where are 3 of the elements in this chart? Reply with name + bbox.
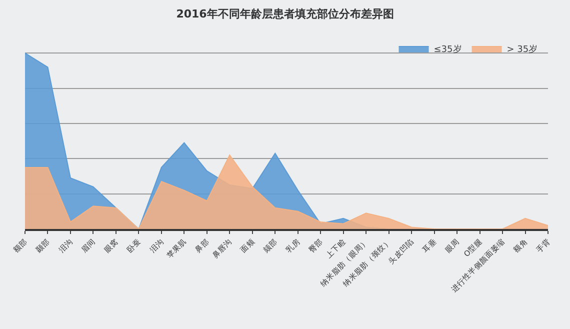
legend-label: > 35岁: [506, 44, 538, 55]
legend-label: ≤35岁: [434, 44, 462, 55]
chart-title: 2016年不同年龄层患者填充部位分布差异图: [176, 8, 394, 21]
